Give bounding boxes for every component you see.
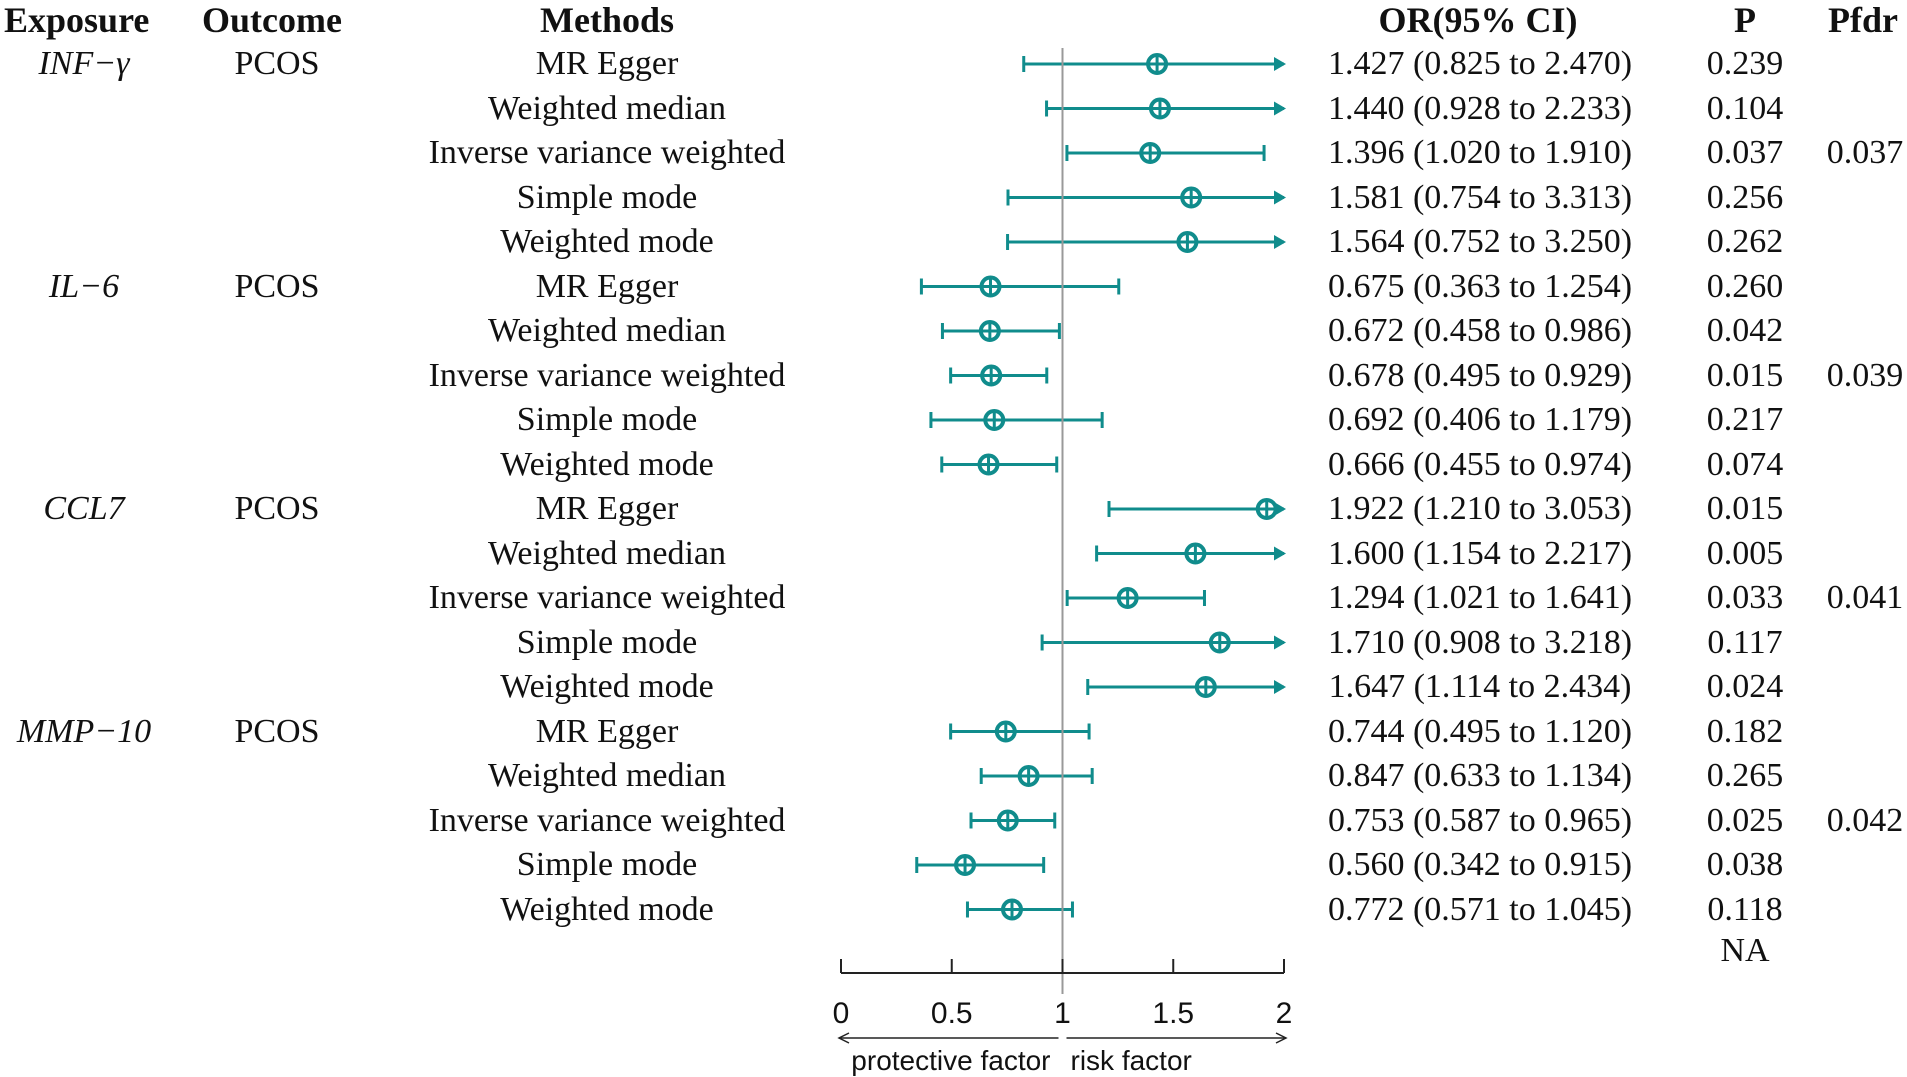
x-tick-label: 1.5 — [1152, 997, 1194, 1030]
p-value: 0.239 — [1706, 45, 1784, 82]
p-value: 0.118 — [1707, 890, 1783, 928]
method-label: MR Egger — [535, 712, 679, 750]
method-label: Inverse variance weighted — [428, 134, 786, 171]
pfdr-value: 0.041 — [1826, 579, 1904, 616]
or-ci-value: 1.922 (1.210 to 3.053) — [1327, 490, 1633, 527]
exposure-label: INF−γ — [38, 45, 130, 82]
p-value: 0.262 — [1706, 223, 1784, 260]
header-or-ci: OR(95% CI) — [1378, 0, 1578, 40]
method-label: Weighted median — [487, 312, 727, 349]
header-exposure: Exposure — [4, 0, 150, 40]
p-value: 0.074 — [1706, 445, 1784, 483]
method-label: Weighted mode — [500, 890, 714, 928]
or-ci-value: 0.692 (0.406 to 1.179) — [1327, 401, 1633, 438]
method-label: Weighted median — [487, 757, 727, 794]
or-ci-value: 1.564 (0.752 to 3.250) — [1327, 223, 1633, 260]
outcome-label: PCOS — [234, 712, 320, 750]
or-ci-value: 0.672 (0.458 to 0.986) — [1327, 312, 1633, 349]
header-outcome: Outcome — [202, 0, 342, 40]
ci-arrow-high — [1274, 190, 1286, 205]
or-ci-value: 1.600 (1.154 to 2.217) — [1327, 534, 1633, 572]
or-ci-value: 0.744 (0.495 to 1.120) — [1327, 712, 1633, 750]
header-p: P — [1734, 0, 1756, 40]
or-ci-value: 1.427 (0.825 to 2.470) — [1327, 45, 1633, 82]
p-value: 0.217 — [1706, 401, 1784, 438]
na-label: NA — [1720, 932, 1770, 969]
protective-factor-label: protective factor — [851, 1045, 1050, 1076]
method-label: MR Egger — [535, 490, 679, 527]
p-value: 0.005 — [1706, 534, 1784, 572]
method-label: Simple mode — [516, 623, 698, 661]
ci-arrow-high — [1274, 635, 1286, 650]
method-label: Simple mode — [516, 178, 698, 216]
p-value: 0.104 — [1706, 89, 1784, 127]
p-value: 0.015 — [1706, 490, 1784, 527]
p-value: 0.024 — [1706, 668, 1784, 705]
pfdr-value: 0.039 — [1826, 356, 1904, 394]
exposure-label: IL−6 — [48, 267, 120, 305]
method-label: Simple mode — [516, 846, 698, 883]
ci-arrow-high — [1274, 546, 1286, 561]
method-label: Weighted median — [487, 534, 727, 572]
or-ci-value: 1.294 (1.021 to 1.641) — [1327, 579, 1633, 616]
or-ci-value: 0.678 (0.495 to 0.929) — [1327, 356, 1633, 394]
pfdr-value: 0.037 — [1826, 134, 1904, 171]
or-ci-value: 1.710 (0.908 to 3.218) — [1327, 623, 1633, 661]
p-value: 0.037 — [1706, 134, 1784, 171]
p-value: 0.015 — [1706, 356, 1784, 394]
ci-arrow-high — [1274, 57, 1286, 71]
p-value: 0.025 — [1706, 801, 1784, 839]
risk-factor-label: risk factor — [1071, 1045, 1192, 1076]
method-label: Weighted mode — [500, 445, 714, 483]
ci-arrow-high — [1274, 680, 1286, 694]
method-label: Weighted mode — [500, 668, 714, 705]
method-label: Weighted mode — [500, 223, 714, 260]
ci-arrow-high — [1274, 235, 1286, 249]
or-ci-value: 0.560 (0.342 to 0.915) — [1327, 846, 1633, 883]
method-label: MR Egger — [535, 267, 679, 305]
or-ci-value: 0.753 (0.587 to 0.965) — [1327, 801, 1633, 839]
p-value: 0.042 — [1706, 312, 1784, 349]
or-ci-value: 1.581 (0.754 to 3.313) — [1327, 178, 1633, 216]
protective-arrow-head — [837, 1032, 850, 1044]
x-tick-label: 1 — [1054, 997, 1071, 1030]
p-value: 0.260 — [1706, 267, 1784, 305]
outcome-label: PCOS — [234, 45, 320, 82]
risk-arrow-head — [1275, 1032, 1288, 1044]
exposure-label: CCL7 — [43, 490, 125, 527]
exposure-label: MMP−10 — [16, 712, 152, 750]
method-label: Inverse variance weighted — [428, 356, 786, 394]
or-ci-value: 0.675 (0.363 to 1.254) — [1327, 267, 1633, 305]
outcome-label: PCOS — [234, 267, 320, 305]
or-ci-value: 1.396 (1.020 to 1.910) — [1327, 134, 1633, 171]
or-ci-value: 1.647 (1.114 to 2.434) — [1328, 668, 1632, 705]
p-value: 0.117 — [1707, 623, 1783, 661]
method-label: Inverse variance weighted — [428, 579, 786, 616]
p-value: 0.182 — [1706, 712, 1784, 750]
method-label: Inverse variance weighted — [428, 801, 786, 839]
or-ci-value: 1.440 (0.928 to 2.233) — [1327, 89, 1633, 127]
method-label: Simple mode — [516, 401, 698, 438]
method-label: Weighted median — [487, 89, 727, 127]
ci-arrow-high — [1274, 101, 1286, 116]
p-value: 0.033 — [1706, 579, 1784, 616]
p-value: 0.256 — [1706, 178, 1784, 216]
or-ci-value: 0.772 (0.571 to 1.045) — [1327, 890, 1633, 928]
x-tick-label: 2 — [1276, 997, 1293, 1030]
or-ci-value: 0.847 (0.633 to 1.134) — [1327, 757, 1633, 794]
method-label: MR Egger — [535, 45, 679, 82]
x-tick-label: 0 — [833, 997, 850, 1030]
p-value: 0.265 — [1706, 757, 1784, 794]
header-methods: Methods — [540, 0, 674, 40]
outcome-label: PCOS — [234, 490, 320, 527]
pfdr-value: 0.042 — [1826, 801, 1904, 839]
header-pfdr: Pfdr — [1828, 0, 1898, 40]
x-tick-label: 0.5 — [931, 997, 973, 1030]
p-value: 0.038 — [1706, 846, 1784, 883]
or-ci-value: 0.666 (0.455 to 0.974) — [1327, 445, 1633, 483]
